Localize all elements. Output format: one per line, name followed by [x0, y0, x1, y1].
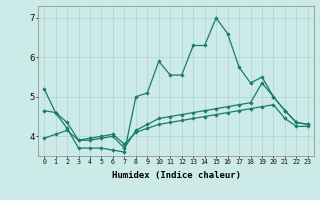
X-axis label: Humidex (Indice chaleur): Humidex (Indice chaleur) [111, 171, 241, 180]
